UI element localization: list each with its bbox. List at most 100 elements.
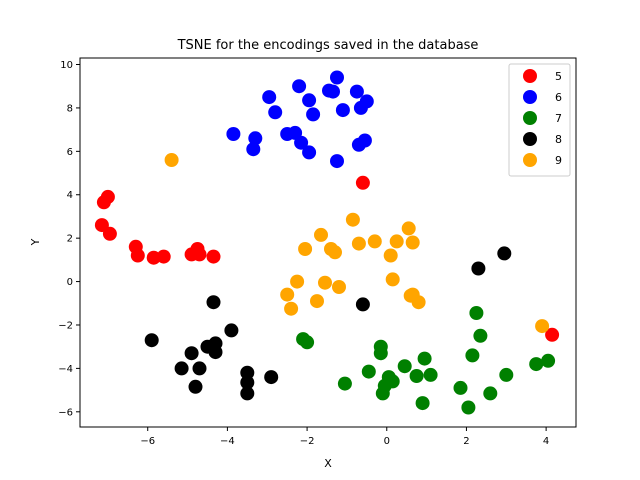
y-tick-label: 6 — [67, 147, 73, 158]
y-tick-label: 2 — [67, 234, 73, 245]
series-8 — [144, 246, 512, 401]
point-series-6-14 — [246, 142, 261, 157]
point-series-8-9 — [224, 323, 239, 338]
point-series-8-16 — [497, 246, 512, 261]
legend-marker-6 — [523, 90, 537, 104]
x-tick-label: −4 — [220, 436, 235, 447]
y-tick-label: 10 — [60, 60, 73, 71]
point-series-9-11 — [280, 287, 295, 302]
point-series-7-1 — [300, 335, 315, 350]
point-series-8-0 — [144, 333, 159, 348]
point-series-7-12 — [417, 351, 432, 366]
point-series-8-10 — [240, 365, 255, 380]
point-series-6-6 — [353, 100, 368, 115]
point-series-6-11 — [335, 103, 350, 118]
point-series-7-3 — [361, 364, 376, 379]
point-series-9-18 — [385, 272, 400, 287]
point-series-9-15 — [389, 234, 404, 249]
point-series-9-21 — [411, 295, 426, 310]
point-series-9-1 — [345, 212, 360, 227]
y-tick-label: 0 — [67, 277, 73, 288]
point-series-9-7 — [328, 245, 342, 260]
legend-marker-9 — [523, 153, 537, 167]
point-series-6-13 — [248, 131, 263, 146]
point-series-7-5 — [373, 346, 388, 361]
point-series-6-18 — [302, 145, 317, 160]
x-axis-label: X — [324, 457, 332, 470]
point-series-5-3 — [102, 226, 117, 241]
point-series-7-23 — [541, 353, 556, 368]
point-series-6-10 — [306, 107, 321, 122]
y-tick-label: 8 — [67, 103, 73, 114]
point-series-9-4 — [298, 242, 313, 256]
x-tick-label: 0 — [384, 436, 390, 447]
point-series-5-1 — [96, 195, 111, 210]
plot-area-frame — [79, 57, 577, 428]
point-series-6-17 — [294, 135, 309, 150]
series-7 — [296, 306, 556, 415]
point-series-9-0 — [164, 153, 179, 167]
point-series-6-9 — [302, 93, 317, 108]
point-series-9-13 — [310, 294, 324, 309]
point-series-8-1 — [174, 361, 189, 376]
y-axis-ticks: −6 −4 −2 0 2 4 6 8 10 — [58, 60, 80, 418]
legend-marker-5 — [523, 69, 537, 83]
series-5 — [94, 175, 560, 342]
point-series-5-5 — [130, 248, 145, 263]
point-series-7-16 — [465, 348, 480, 363]
point-series-9-8 — [290, 274, 305, 289]
point-series-8-15 — [471, 261, 486, 276]
point-series-9-3 — [367, 234, 382, 249]
point-series-5-11 — [206, 249, 221, 264]
point-series-7-9 — [375, 386, 390, 401]
point-series-6-1 — [330, 70, 344, 85]
point-series-7-20 — [483, 386, 498, 401]
point-series-8-11 — [240, 375, 255, 390]
point-series-7-22 — [529, 357, 544, 372]
point-series-7-17 — [469, 306, 484, 320]
point-series-9-14 — [383, 248, 398, 263]
point-series-8-13 — [264, 370, 279, 385]
legend-label-7: 7 — [555, 112, 562, 125]
point-series-7-13 — [423, 367, 438, 382]
y-tick-label: −4 — [58, 364, 73, 375]
point-series-6-20 — [357, 133, 372, 148]
point-series-6-8 — [268, 105, 283, 120]
y-tick-label: −6 — [58, 407, 73, 418]
x-tick-label: 2 — [463, 436, 469, 447]
legend-marker-7 — [523, 111, 537, 125]
point-series-7-21 — [499, 367, 514, 382]
point-series-6-12 — [226, 127, 241, 141]
point-series-8-6 — [206, 295, 221, 310]
x-axis-ticks: −6 −4 −2 0 2 4 — [140, 427, 549, 447]
y-tick-label: 4 — [67, 190, 73, 201]
point-series-5-12 — [355, 175, 370, 190]
point-series-8-12 — [240, 386, 255, 401]
legend-label-9: 9 — [555, 154, 562, 167]
point-series-7-19 — [461, 400, 476, 415]
point-series-5-10 — [192, 247, 207, 262]
legend-label-5: 5 — [555, 70, 562, 83]
series-9 — [164, 153, 550, 334]
point-series-6-4 — [349, 84, 364, 99]
point-series-9-2 — [351, 236, 366, 251]
point-series-9-10 — [332, 280, 346, 294]
legend: 5 6 7 8 9 — [508, 63, 571, 177]
point-series-7-2 — [337, 376, 352, 391]
legend-label-6: 6 — [555, 91, 562, 104]
point-series-7-14 — [415, 396, 430, 411]
point-series-7-11 — [409, 369, 424, 383]
point-series-9-16 — [401, 221, 416, 236]
legend-frame — [508, 63, 571, 177]
point-series-5-13 — [545, 327, 560, 342]
point-series-8-8 — [208, 345, 223, 360]
point-series-7-15 — [453, 380, 468, 395]
legend-marker-8 — [523, 132, 537, 146]
point-series-7-10 — [397, 359, 412, 374]
legend-label-8: 8 — [555, 133, 562, 146]
point-series-9-12 — [284, 301, 299, 316]
point-series-9-17 — [405, 235, 420, 250]
point-series-8-4 — [192, 361, 207, 376]
chart-title: TSNE for the encodings saved in the data… — [177, 38, 479, 53]
